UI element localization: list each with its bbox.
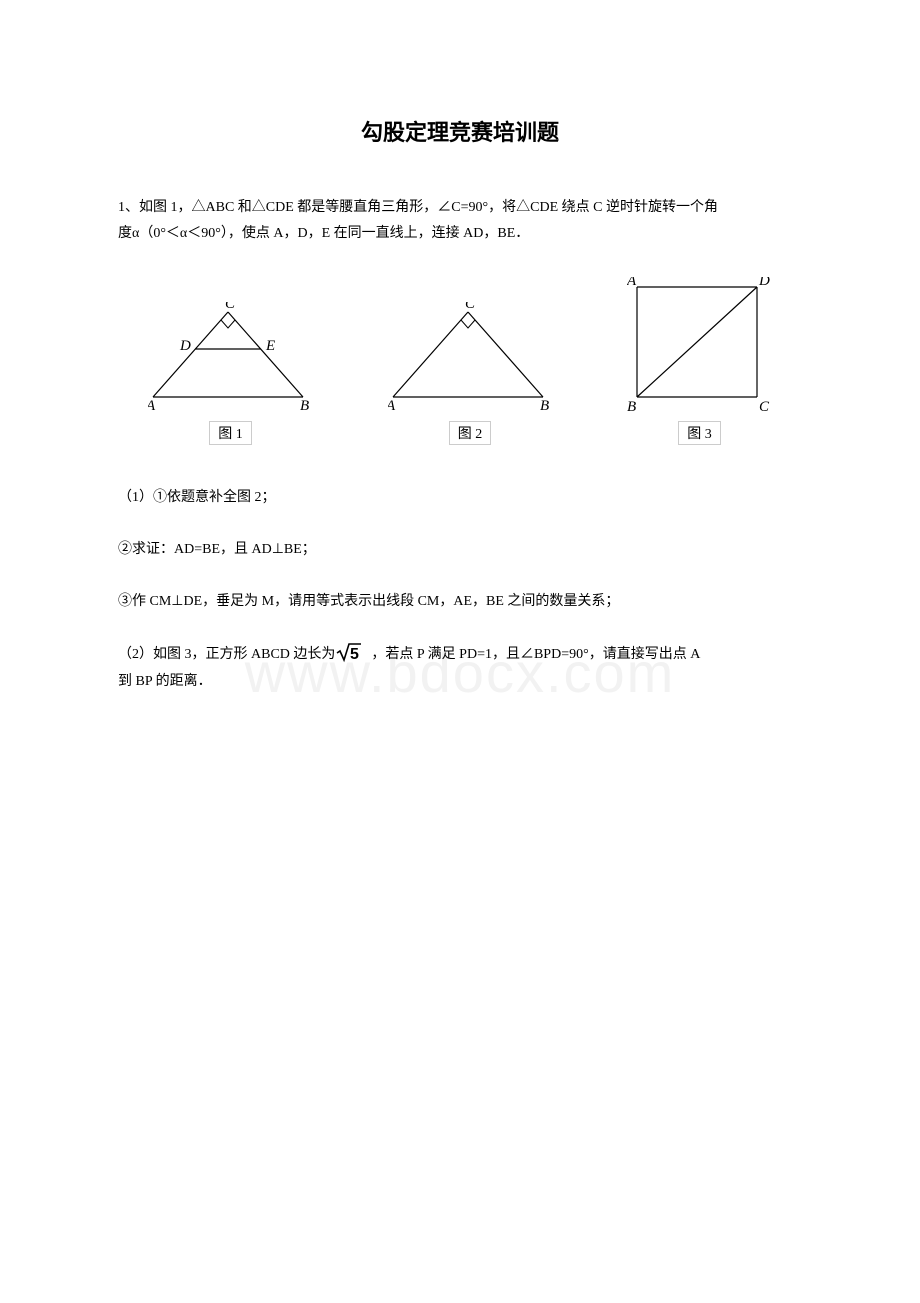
svg-text:B: B [300,398,309,414]
document-content: 勾股定理竞赛培训题 1、如图 1，△ABC 和△CDE 都是等腰直角三角形，∠C… [118,115,802,695]
svg-text:A: A [388,398,396,414]
figure-1-label: 图 1 [209,421,252,445]
svg-text:A: A [627,277,637,289]
question-1-1: （1）①依题意补全图 2； [118,485,802,511]
intro-line-1: 1、如图 1，△ABC 和△CDE 都是等腰直角三角形，∠C=90°，将△CDE… [118,200,718,215]
svg-text:C: C [225,302,236,312]
svg-text:C: C [465,302,476,312]
sqrt-5-expression: 5 [335,641,371,669]
question-2-line2: 到 BP 的距离． [118,674,212,689]
svg-text:5: 5 [350,646,359,663]
figure-2-svg: A B C [388,302,553,417]
figure-3-svg: A D B C [627,277,772,417]
intro-paragraph: 1、如图 1，△ABC 和△CDE 都是等腰直角三角形，∠C=90°，将△CDE… [118,195,802,247]
svg-text:C: C [759,399,770,415]
question-2: （2）如图 3，正方形 ABCD 边长为 5 ，若点 P 满足 PD=1，且∠B… [118,641,802,695]
figure-2-label: 图 2 [449,421,492,445]
question-2-prefix: （2）如图 3，正方形 ABCD 边长为 [118,647,335,662]
figures-row: A B C D E 图 1 A B C [118,277,802,445]
page-title: 勾股定理竞赛培训题 [118,115,802,147]
figure-3-label: 图 3 [678,421,721,445]
svg-text:B: B [540,398,549,414]
svg-text:E: E [265,338,275,354]
svg-text:D: D [179,338,191,354]
question-2-suffix: ，若点 P 满足 PD=1，且∠BPD=90°，请直接写出点 A [371,647,700,662]
figure-1-container: A B C D E 图 1 [148,302,313,445]
question-1-3: ③作 CM⊥DE，垂足为 M，请用等式表示出线段 CM，AE，BE 之间的数量关… [118,589,802,615]
svg-text:A: A [148,398,156,414]
svg-text:D: D [758,277,770,289]
intro-line-2: 度α（0°＜α＜90°），使点 A，D，E 在同一直线上，连接 AD，BE． [118,226,529,241]
question-1-2: ②求证：AD=BE，且 AD⊥BE； [118,537,802,563]
figure-1-svg: A B C D E [148,302,313,417]
svg-text:B: B [627,399,636,415]
figure-2-container: A B C 图 2 [388,302,553,445]
figure-3-container: A D B C 图 3 [627,277,772,445]
